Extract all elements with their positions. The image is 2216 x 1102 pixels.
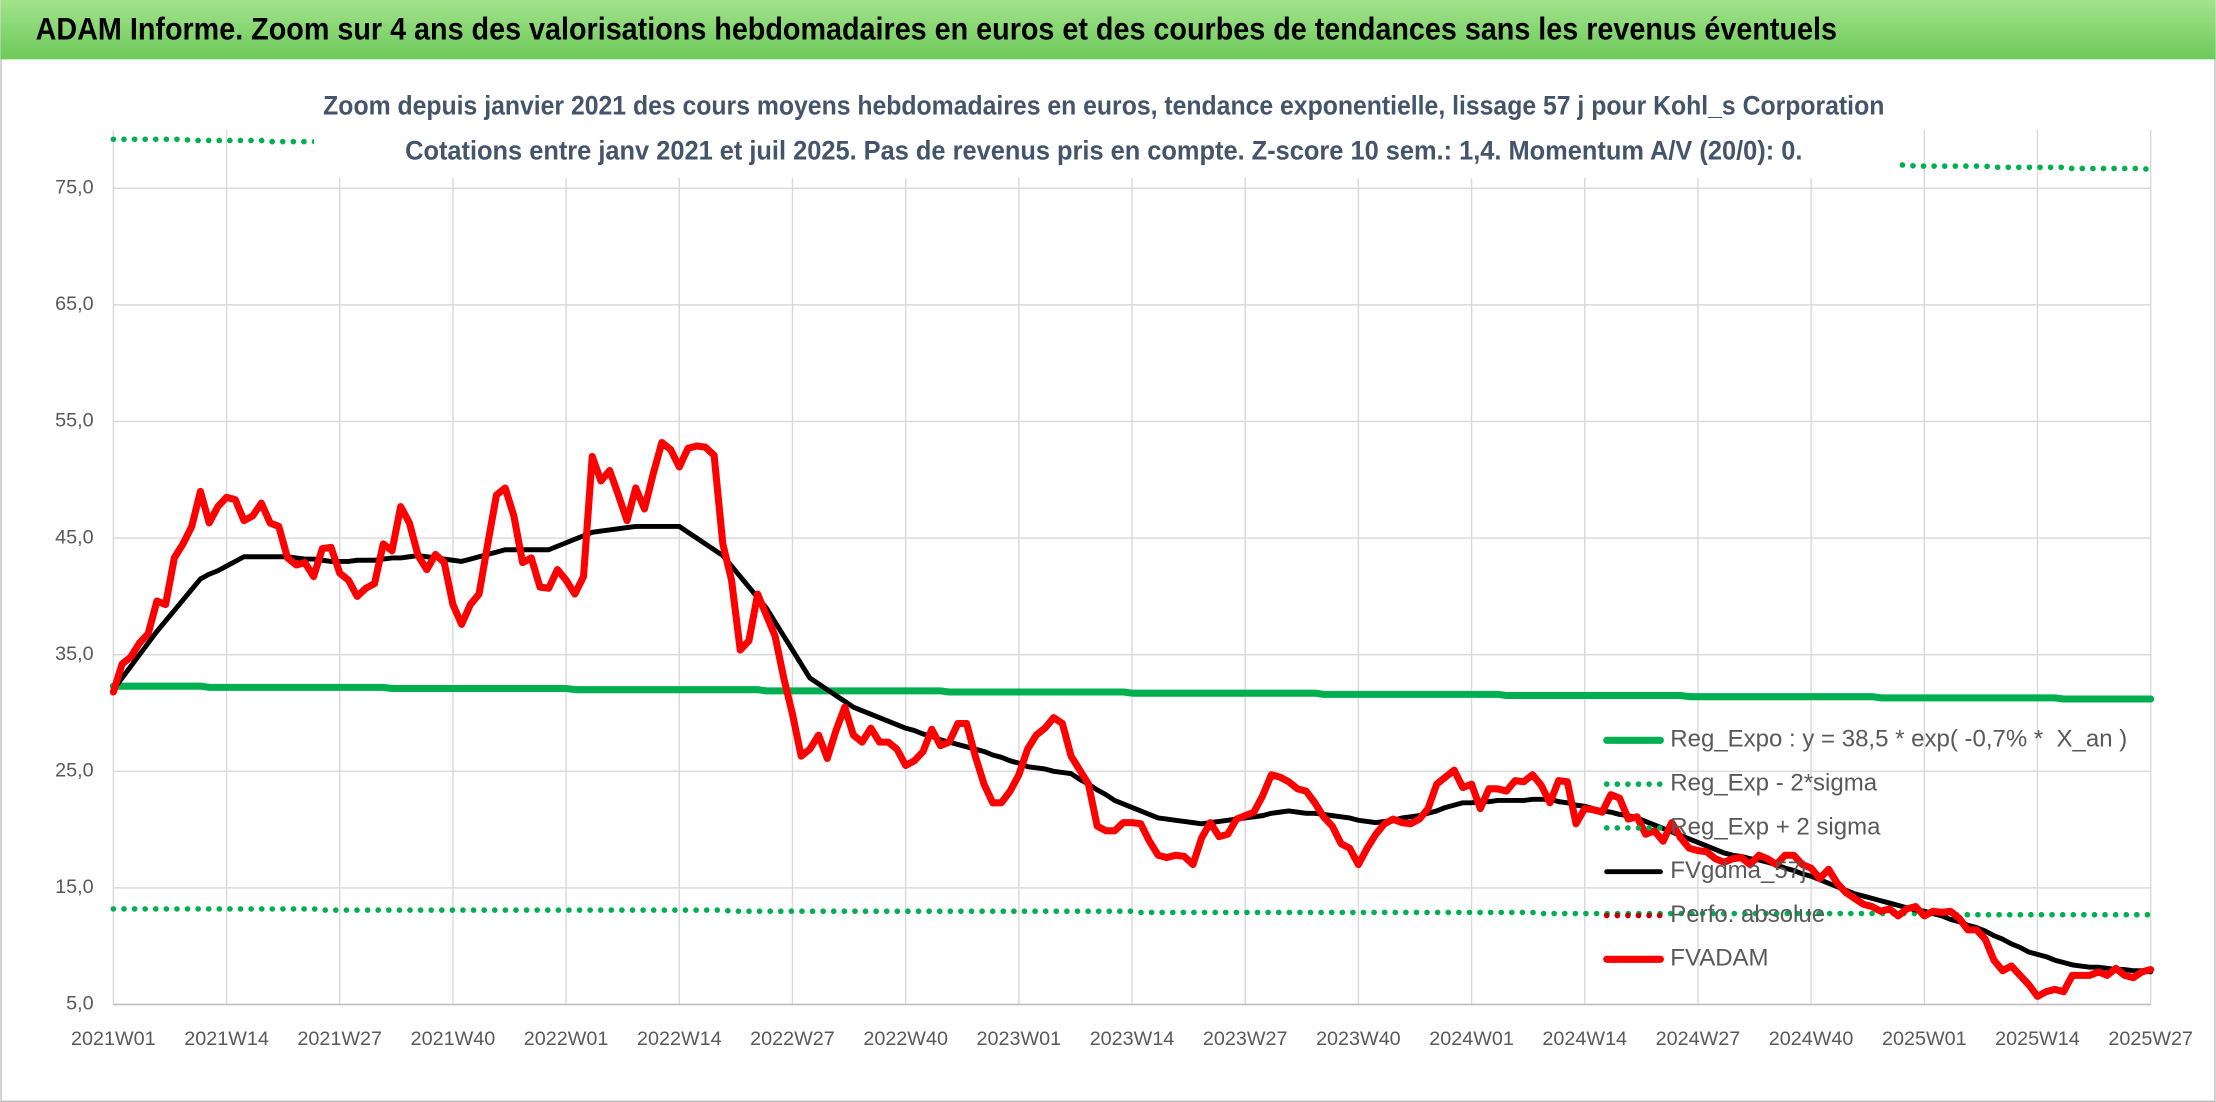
legend-label: FVgdma_57j [1670,857,1806,884]
chart-subtitle: Cotations entre janv 2021 et juil 2025. … [405,136,1802,166]
x-tick-label: 2021W01 [71,1028,156,1050]
x-tick-label: 2022W40 [863,1028,948,1050]
x-tick-label: 2023W14 [1090,1028,1175,1050]
x-tick-label: 2023W01 [977,1028,1062,1050]
x-tick-label: 2021W14 [184,1028,269,1050]
title-background [313,84,1900,179]
legend: Reg_Expo : y = 38,5 * exp( -0,7% * X_an … [1603,726,2127,972]
y-tick-label: 5,0 [66,993,93,1015]
x-tick-label: 2024W27 [1656,1028,1741,1050]
x-tick-label: 2022W27 [750,1028,835,1050]
series-line [110,906,2154,918]
y-tick-label: 65,0 [55,293,93,315]
y-tick-label: 25,0 [55,760,93,782]
y-tick-label: 15,0 [55,876,93,898]
y-tick-label: 75,0 [55,177,93,199]
x-tick-label: 2025W01 [1882,1028,1967,1050]
y-tick-label: 35,0 [55,643,93,665]
chart-title: Zoom depuis janvier 2021 des cours moyen… [323,90,1884,120]
y-tick-label: 45,0 [55,526,93,548]
x-tick-label: 2023W40 [1316,1028,1401,1050]
x-tick-label: 2024W40 [1769,1028,1854,1050]
x-tick-label: 2024W14 [1542,1028,1627,1050]
x-tick-label: 2024W01 [1429,1028,1514,1050]
legend-label: Perfo. absolue [1670,901,1825,928]
header-title: ADAM Informe. Zoom sur 4 ans des valoris… [36,11,1837,46]
legend-label: Reg_Expo : y = 38,5 * exp( -0,7% * X_an … [1670,726,2127,753]
series-line [109,438,2155,1000]
header-band [0,0,2216,60]
series-line [110,523,2154,975]
legend-label: FVADAM [1670,945,1768,972]
x-tick-label: 2025W14 [1995,1028,2080,1050]
legend-label: Reg_Exp - 2*sigma [1670,769,1877,796]
series-line [109,682,2155,703]
x-tick-label: 2022W14 [637,1028,722,1050]
x-tick-label: 2025W27 [2108,1028,2193,1050]
x-tick-label: 2021W40 [411,1028,496,1050]
x-tick-label: 2021W27 [297,1028,382,1050]
x-tick-label: 2023W27 [1203,1028,1288,1050]
y-tick-label: 55,0 [55,410,93,432]
legend-label: Reg_Exp + 2 sigma [1670,813,1881,840]
x-tick-label: 2022W01 [524,1028,609,1050]
